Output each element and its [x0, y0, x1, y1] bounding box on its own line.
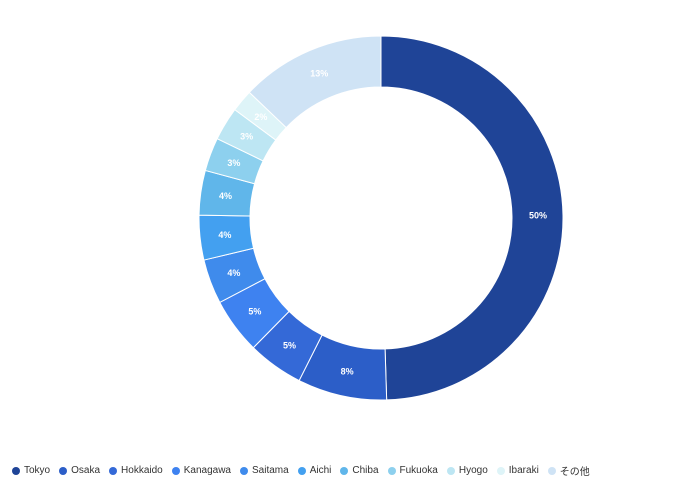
legend-marker-icon	[59, 466, 68, 475]
slice-label-saitama: 4%	[227, 268, 240, 278]
legend-label: Hokkaido	[121, 465, 163, 476]
legend-item-osaka[interactable]: Osaka	[59, 465, 100, 476]
slice-label-other: 13%	[310, 69, 328, 79]
legend-marker-icon	[171, 466, 180, 475]
slice-label-fukuoka: 3%	[227, 158, 240, 168]
slice-label-chiba: 4%	[219, 191, 232, 201]
legend-item-hyogo[interactable]: Hyogo	[446, 465, 488, 476]
legend-label: Tokyo	[24, 465, 51, 476]
legend-label: Chiba	[352, 465, 379, 476]
legend-marker-icon	[12, 466, 20, 475]
slice-labels-group: 50%8%5%5%4%4%4%3%3%2%13%	[218, 69, 547, 377]
legend-marker-icon	[297, 466, 306, 475]
slice-label-hokkaido: 5%	[283, 341, 296, 351]
slices-group	[198, 35, 564, 401]
legend-marker-icon	[240, 466, 248, 475]
legend-label: その他	[559, 467, 590, 478]
slice-label-tokyo: 50%	[529, 211, 547, 221]
legend-item-saitama[interactable]: Saitama	[240, 465, 289, 476]
slice-label-ibaraki: 2%	[254, 112, 267, 122]
legend-marker-icon	[446, 466, 455, 475]
slice-label-aichi: 4%	[218, 230, 231, 240]
donut-chart-svg: 50%8%5%5%4%4%4%3%3%2%13%	[198, 35, 564, 401]
legend-label: Hyogo	[458, 465, 488, 476]
legend-item-kanagawa[interactable]: Kanagawa	[171, 465, 231, 476]
slice-label-hyogo: 3%	[240, 132, 253, 142]
legend-item-tokyo[interactable]: Tokyo	[12, 465, 50, 476]
legend-item-other[interactable]: その他	[547, 463, 590, 478]
legend-item-chiba[interactable]: Chiba	[340, 465, 379, 476]
slice-label-kanagawa: 5%	[248, 306, 261, 316]
legend-label: Kanagawa	[183, 465, 231, 476]
legend-item-fukuoka[interactable]: Fukuoka	[387, 465, 438, 476]
slice-other[interactable]	[248, 35, 382, 129]
chart-legend: Tokyo Osaka Hokkaido Kanagawa Saitama Aichi Ch…	[12, 463, 590, 478]
legend-item-hokkaido[interactable]: Hokkaido	[109, 465, 163, 476]
legend-item-ibaraki[interactable]: Ibaraki	[496, 465, 539, 476]
legend-item-aichi[interactable]: Aichi	[297, 465, 332, 476]
legend-marker-icon	[387, 466, 396, 475]
legend-label: Osaka	[71, 465, 101, 476]
legend-label: Saitama	[252, 465, 289, 476]
legend-marker-icon	[547, 466, 556, 475]
legend-label: Aichi	[309, 465, 332, 476]
slice-tokyo[interactable]	[380, 35, 564, 401]
legend-marker-icon	[340, 466, 349, 475]
legend-label: Ibaraki	[508, 465, 539, 476]
slice-label-osaka: 8%	[341, 366, 354, 376]
legend-label: Fukuoka	[399, 465, 438, 476]
legend-marker-icon	[109, 466, 118, 475]
legend-marker-icon	[496, 466, 505, 475]
